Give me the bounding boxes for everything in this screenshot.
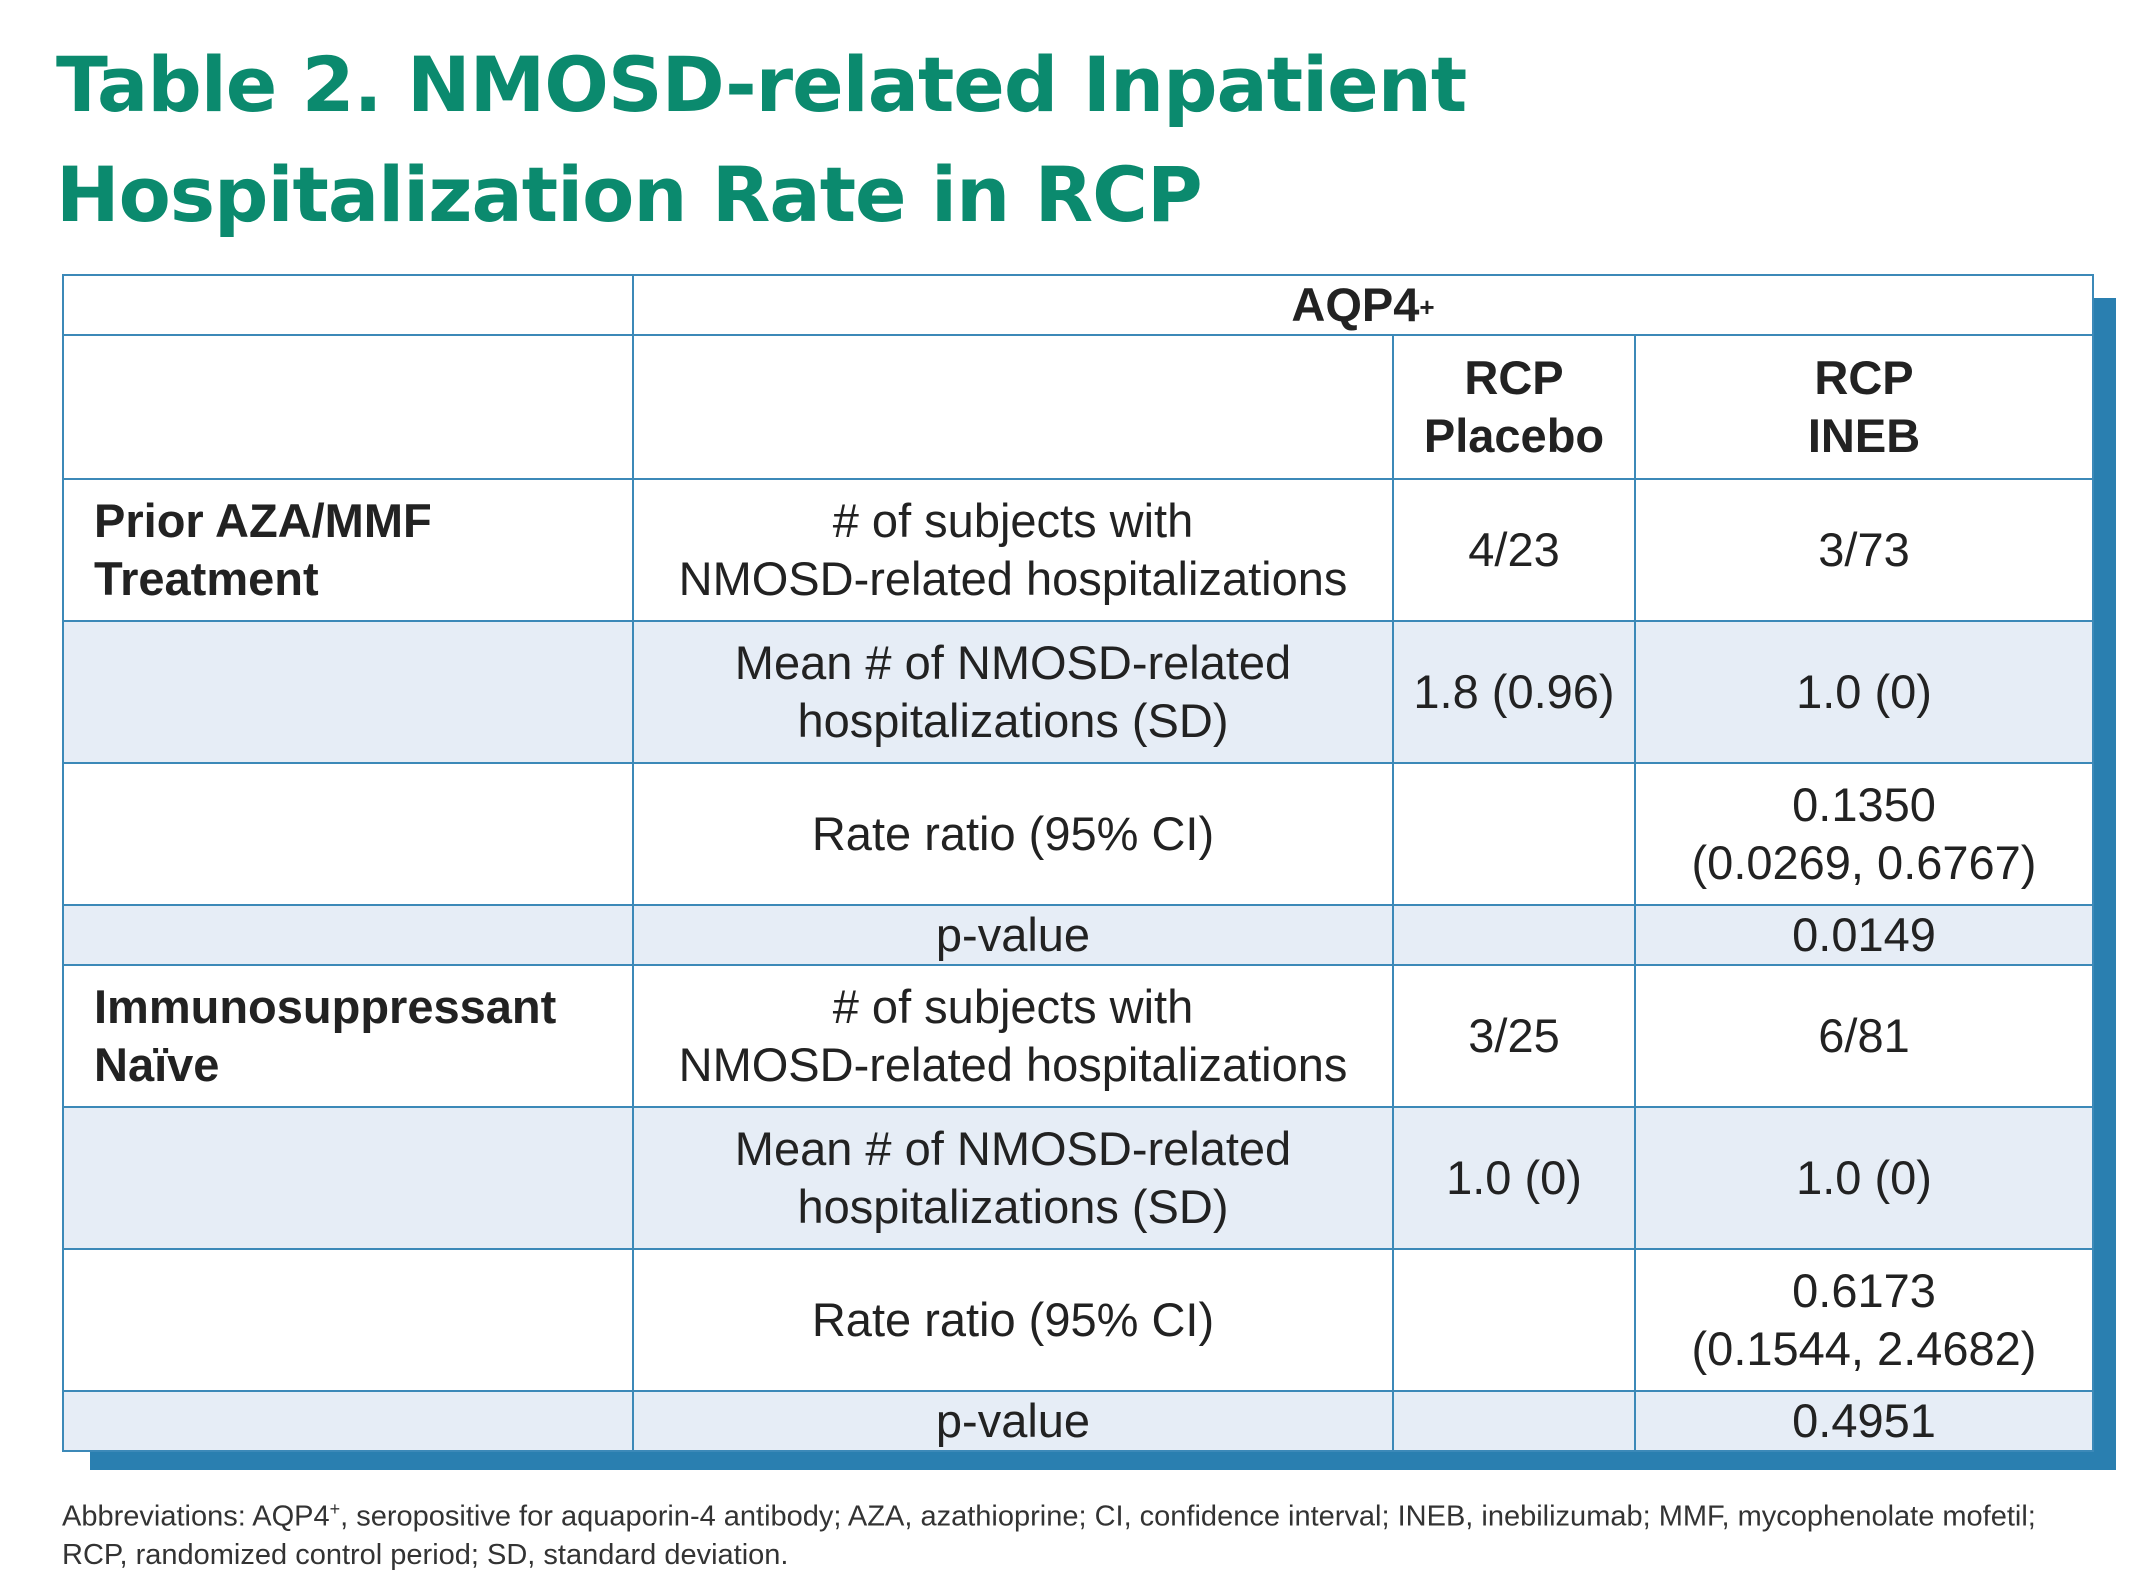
table-column-header-row: RCP Placebo RCP INEB — [62, 334, 2095, 480]
measure-cell: # of subjects with NMOSD-related hospita… — [632, 478, 1394, 622]
measure-cell: Rate ratio (95% CI) — [632, 762, 1394, 906]
section-label-empty — [62, 762, 634, 906]
ineb-value-cell: 1.0 (0) — [1633, 1106, 2095, 1250]
page-title: Table 2. NMOSD-related Inpatient Hospita… — [56, 40, 1467, 239]
placebo-value-cell — [1392, 904, 1636, 966]
measure-cell: p-value — [632, 1390, 1394, 1452]
column-header-rcp-ineb: RCP INEB — [1633, 334, 2095, 480]
section-label-empty — [62, 1390, 634, 1452]
ineb-value-cell: 0.6173 (0.1544, 2.4682) — [1633, 1248, 2095, 1392]
table-row: p-value 0.4951 — [62, 1390, 2095, 1452]
ineb-value-cell: 3/73 — [1633, 478, 2095, 622]
table-row: p-value 0.0149 — [62, 904, 2095, 966]
ineb-value-cell: 0.4951 — [1633, 1390, 2095, 1452]
ineb-value-cell: 6/81 — [1633, 964, 2095, 1108]
table-row: Mean # of NMOSD-related hospitalizations… — [62, 1106, 2095, 1250]
empty-header-cell — [62, 274, 634, 336]
placebo-value-cell: 1.8 (0.96) — [1392, 620, 1636, 764]
placebo-value-cell — [1392, 762, 1636, 906]
measure-cell: p-value — [632, 904, 1394, 966]
table-row: Rate ratio (95% CI) 0.1350 (0.0269, 0.67… — [62, 762, 2095, 906]
placebo-value-cell: 3/25 — [1392, 964, 1636, 1108]
section-label-empty — [62, 1106, 634, 1250]
section-label-empty — [62, 1248, 634, 1392]
table-row: Rate ratio (95% CI) 0.6173 (0.1544, 2.46… — [62, 1248, 2095, 1392]
section-label-empty — [62, 620, 634, 764]
empty-header-cell — [632, 334, 1394, 480]
section-label-empty — [62, 904, 634, 966]
empty-header-cell — [62, 334, 634, 480]
placebo-value-cell — [1392, 1248, 1636, 1392]
table-row: Mean # of NMOSD-related hospitalizations… — [62, 620, 2095, 764]
measure-cell: Mean # of NMOSD-related hospitalizations… — [632, 620, 1394, 764]
placebo-value-cell — [1392, 1390, 1636, 1452]
measure-cell: # of subjects with NMOSD-related hospita… — [632, 964, 1394, 1108]
ineb-value-cell: 0.1350 (0.0269, 0.6767) — [1633, 762, 2095, 906]
hospitalization-table: AQP4+ RCP Placebo RCP INEB Prior AZA/MMF… — [62, 274, 2095, 1452]
placebo-value-cell: 4/23 — [1392, 478, 1636, 622]
measure-cell: Rate ratio (95% CI) — [632, 1248, 1394, 1392]
table-row: Prior AZA/MMF Treatment # of subjects wi… — [62, 478, 2095, 622]
aqp4-group-header: AQP4+ — [631, 274, 2095, 336]
section-label-immunosuppressant-naive: Immunosuppressant Naïve — [62, 964, 634, 1108]
abbreviations-footnote: Abbreviations: AQP4+, seropositive for a… — [62, 1499, 2036, 1571]
section-label-prior-aza-mmf: Prior AZA/MMF Treatment — [62, 478, 634, 622]
placebo-value-cell: 1.0 (0) — [1392, 1106, 1636, 1250]
table-row: Immunosuppressant Naïve # of subjects wi… — [62, 964, 2095, 1108]
ineb-value-cell: 0.0149 — [1633, 904, 2095, 966]
ineb-value-cell: 1.0 (0) — [1633, 620, 2095, 764]
table-group-header-row: AQP4+ — [62, 274, 2095, 336]
column-header-rcp-placebo: RCP Placebo — [1392, 334, 1636, 480]
measure-cell: Mean # of NMOSD-related hospitalizations… — [632, 1106, 1394, 1250]
